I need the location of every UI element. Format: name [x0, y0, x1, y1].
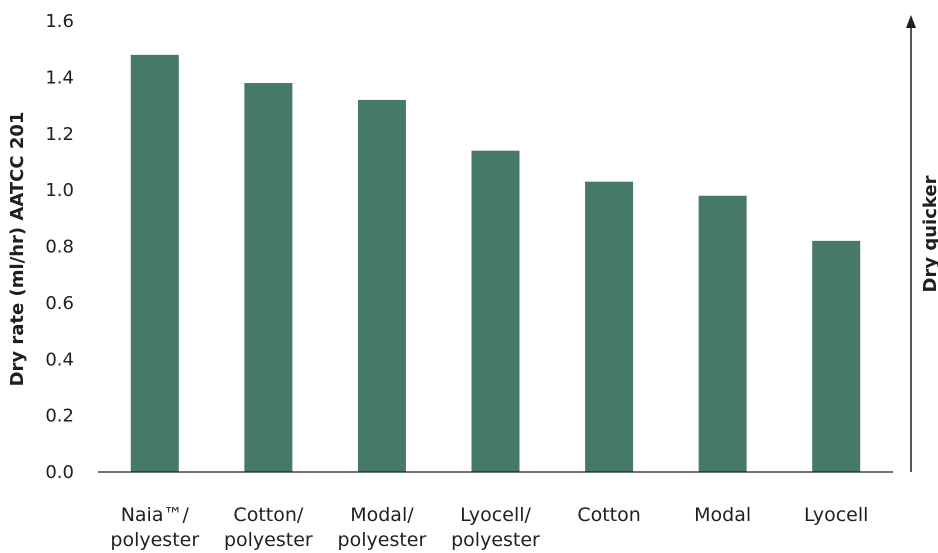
- x-tick-label: Lyocell/polyester: [451, 504, 540, 551]
- x-tick-label: Cotton: [577, 504, 640, 526]
- y-tick-label: 0.4: [45, 349, 74, 370]
- x-tick-label-line: Naia™/: [121, 504, 190, 526]
- y-axis-ticks: 0.0 0.2 0.4 0.6 0.8 1.0 1.2 1.4 1.6: [45, 11, 74, 483]
- x-tick-label-line: polyester: [110, 529, 199, 551]
- y-tick-label: 1.6: [45, 11, 74, 32]
- arrow-up-icon: [906, 15, 916, 28]
- x-tick-label-line: polyester: [338, 529, 427, 551]
- x-axis-category-labels: Naia™/polyesterCotton/polyesterModal/pol…: [110, 504, 868, 551]
- x-tick-label: Naia™/ polyester: [110, 504, 199, 551]
- x-tick-label: Modal/polyester: [338, 504, 427, 551]
- y-tick-label: 1.4: [45, 67, 74, 88]
- bars: [130, 54, 861, 473]
- bar: [244, 83, 293, 472]
- y-tick-label: 0.6: [45, 293, 74, 314]
- x-tick-label-line: polyester: [224, 529, 313, 551]
- bar: [357, 99, 406, 473]
- y-tick-label: 1.0: [45, 180, 74, 201]
- dry-quicker-label: Dry quicker: [920, 175, 938, 292]
- bar: [812, 240, 861, 472]
- dry-quicker-annotation: Dry quicker: [906, 15, 938, 472]
- x-tick-label: Modal: [694, 504, 751, 526]
- x-tick-label-line: polyester: [451, 529, 540, 551]
- y-tick-label: 0.2: [45, 406, 74, 427]
- x-tick-label-line: Lyocell: [804, 504, 868, 526]
- bar: [698, 195, 747, 472]
- x-tick-label-line: Modal/: [350, 504, 414, 526]
- bar: [130, 54, 179, 472]
- y-tick-label: 0.8: [45, 237, 74, 258]
- x-tick-label-line: Modal: [694, 504, 751, 526]
- y-axis-title: Dry rate (ml/hr) AATCC 201: [7, 112, 28, 387]
- bar: [585, 181, 634, 472]
- x-tick-label: Lyocell: [804, 504, 868, 526]
- bar: [471, 150, 520, 472]
- x-tick-label: Cotton/polyester: [224, 504, 313, 551]
- y-tick-label: 0.0: [45, 462, 74, 483]
- y-tick-label: 1.2: [45, 124, 74, 145]
- x-tick-label-line: Lyocell/: [460, 504, 531, 526]
- x-tick-label-line: Cotton/: [233, 504, 303, 526]
- x-tick-label-line: Cotton: [577, 504, 640, 526]
